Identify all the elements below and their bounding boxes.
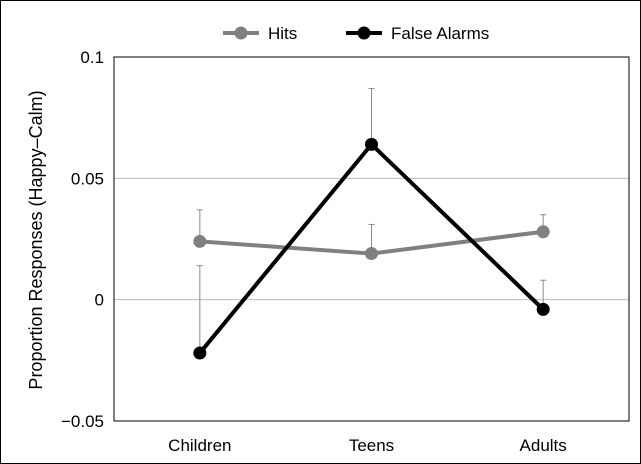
- legend-marker-hits: [234, 26, 248, 40]
- data-point-hits: [365, 247, 378, 261]
- error-bars: [196, 88, 547, 354]
- y-tick-label: −0.05: [61, 412, 104, 431]
- x-tick-label: Adults: [520, 436, 567, 455]
- data-point-hits: [536, 225, 550, 239]
- y-tick-label: 0.05: [71, 169, 104, 188]
- legend: Hits False Alarms: [223, 24, 489, 43]
- data-point-false-alarms: [365, 137, 378, 151]
- y-tick-label: 0: [95, 291, 104, 310]
- x-tick-labels: Children Teens Adults: [168, 436, 567, 455]
- legend-label-hits: Hits: [268, 24, 297, 43]
- data-point-false-alarms: [536, 302, 550, 316]
- data-point-false-alarms: [193, 346, 207, 360]
- data-point-hits: [193, 234, 207, 248]
- legend-label-false-alarms: False Alarms: [391, 24, 489, 43]
- y-tick-labels: 0.1 0.05 0 −0.05: [61, 48, 104, 431]
- x-tick-label: Children: [168, 436, 231, 455]
- series-lines: [193, 137, 550, 360]
- plot-area: [113, 56, 630, 422]
- y-tick-label: 0.1: [80, 48, 104, 67]
- x-tick-label: Teens: [349, 436, 394, 455]
- y-axis-label: Proportion Responses (Happy–Calm): [26, 90, 46, 389]
- legend-marker-false-alarms: [357, 26, 371, 40]
